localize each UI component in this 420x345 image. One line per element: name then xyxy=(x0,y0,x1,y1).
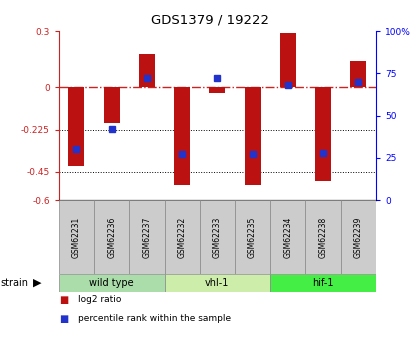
Bar xyxy=(235,200,270,274)
Text: percentile rank within the sample: percentile rank within the sample xyxy=(78,314,231,323)
Bar xyxy=(68,87,84,166)
Text: GSM62231: GSM62231 xyxy=(72,217,81,258)
Text: ■: ■ xyxy=(59,314,68,324)
Text: GSM62237: GSM62237 xyxy=(142,217,151,258)
Text: log2 ratio: log2 ratio xyxy=(78,295,121,304)
Text: wild type: wild type xyxy=(89,278,134,288)
Text: ■: ■ xyxy=(59,295,68,305)
Bar xyxy=(270,200,305,274)
Text: strain: strain xyxy=(1,278,29,288)
Text: GDS1379 / 19222: GDS1379 / 19222 xyxy=(151,14,269,27)
Bar xyxy=(165,200,200,274)
Bar xyxy=(59,200,94,274)
Bar xyxy=(280,33,296,87)
Bar xyxy=(341,200,376,274)
Bar xyxy=(94,200,129,274)
Bar xyxy=(350,61,366,87)
Bar xyxy=(200,200,235,274)
Bar xyxy=(245,87,260,185)
Text: GSM62239: GSM62239 xyxy=(354,217,363,258)
Text: GSM62236: GSM62236 xyxy=(107,217,116,258)
Text: ▶: ▶ xyxy=(33,278,41,288)
Bar xyxy=(210,87,225,93)
Text: GSM62238: GSM62238 xyxy=(318,217,328,258)
Text: vhl-1: vhl-1 xyxy=(205,278,230,288)
Text: GSM62234: GSM62234 xyxy=(284,217,292,258)
Bar xyxy=(59,274,165,292)
Bar xyxy=(305,200,341,274)
Bar xyxy=(165,274,270,292)
Text: hif-1: hif-1 xyxy=(312,278,334,288)
Bar xyxy=(270,274,376,292)
Text: GSM62232: GSM62232 xyxy=(178,217,186,258)
Bar xyxy=(174,87,190,185)
Bar xyxy=(139,53,155,87)
Text: GSM62235: GSM62235 xyxy=(248,217,257,258)
Bar xyxy=(129,200,165,274)
Text: GSM62233: GSM62233 xyxy=(213,217,222,258)
Bar xyxy=(104,87,120,123)
Bar xyxy=(315,87,331,181)
